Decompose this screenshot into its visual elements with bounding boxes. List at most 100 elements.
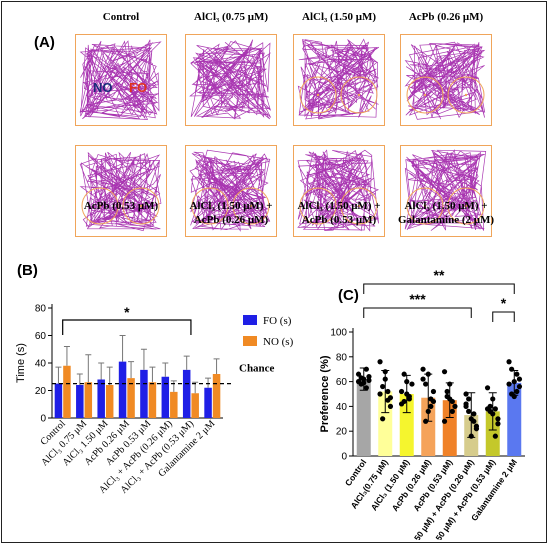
data-point (387, 403, 394, 409)
data-point (473, 423, 480, 429)
y-tick-label: 80 (35, 304, 47, 315)
data-point (487, 408, 493, 414)
data-point (463, 391, 469, 397)
data-point (380, 383, 386, 390)
data-point (495, 421, 501, 427)
error-bar (205, 377, 212, 388)
data-point (514, 371, 520, 377)
data-point (449, 408, 455, 414)
data-point (428, 403, 434, 409)
y-tick-label: 40 (35, 359, 47, 370)
bar-fo-3 (97, 379, 105, 418)
bar-no-4 (127, 378, 135, 418)
familiar-zone-circle (299, 76, 337, 114)
data-point (404, 391, 410, 397)
data-point (409, 381, 415, 387)
error-bar (98, 362, 105, 380)
data-point (511, 393, 517, 400)
object-marker (316, 93, 320, 97)
data-point (492, 433, 498, 439)
tracking-title-5-line-1: AcPb (0.53 μM) (83, 200, 159, 212)
preference-bar-5 (442, 400, 457, 456)
familiar-zone-circle (406, 187, 444, 225)
bar-no-8 (212, 374, 221, 418)
data-point (401, 371, 407, 377)
familiar-zone-circle (191, 187, 229, 225)
data-point (441, 369, 448, 375)
y-tick-label: 40 (336, 402, 348, 413)
error-bar (85, 354, 92, 383)
data-point (358, 375, 364, 381)
familiar-object-label: FO (129, 80, 148, 95)
data-point (509, 366, 515, 372)
data-point (366, 374, 372, 380)
y-tick-label: 80 (336, 352, 348, 363)
tracking-title-1-line-1: Control (102, 11, 140, 23)
bar-no-3 (105, 385, 114, 418)
bar-fo-4 (118, 361, 127, 418)
tracking-path-6 (189, 149, 271, 232)
tracking-plot-8 (400, 145, 492, 237)
data-point (425, 408, 431, 414)
data-point (398, 388, 405, 395)
y-tick-label: 100 (330, 328, 347, 339)
bar-fo-2 (76, 385, 84, 418)
tracking-title-6-line-1: AlCl₃ (1.50 μM) + (189, 200, 273, 212)
y-tick-label: 0 (40, 414, 46, 425)
error-bar (128, 361, 135, 379)
error-bar (106, 366, 113, 385)
error-bar (183, 355, 190, 370)
data-point (449, 398, 455, 405)
data-point (377, 391, 383, 397)
object-marker (423, 93, 427, 97)
novel-zone-circle (340, 187, 378, 225)
tracking-title-3-line-1: AlCl₃ (1.50 μM) (302, 11, 376, 23)
tracking-path-8 (404, 149, 487, 231)
novel-zone-circle (122, 187, 160, 225)
data-point (468, 416, 474, 422)
y-tick-label: 60 (35, 331, 47, 342)
data-point (471, 411, 477, 417)
data-point (452, 403, 458, 409)
data-point (492, 406, 498, 412)
data-point (355, 379, 362, 385)
data-point (468, 433, 474, 439)
data-point (447, 381, 453, 387)
bar-fo-1 (54, 383, 63, 418)
significance-star: *** (409, 291, 426, 307)
error-bar (170, 380, 177, 392)
object-marker (139, 204, 143, 208)
significance-bracket (363, 307, 472, 318)
tracking-plot-6 (185, 145, 277, 237)
object-marker (357, 204, 361, 208)
data-point (495, 416, 501, 422)
tracking-title-7-line-2: AcPb (0.53 μM) (301, 214, 377, 226)
y-tick-label: 20 (35, 386, 47, 397)
data-point (441, 418, 448, 424)
data-point (385, 388, 391, 395)
preference-bar-3 (399, 394, 414, 456)
legend-label-2: NO (s) (263, 336, 294, 348)
data-point (363, 366, 369, 372)
tracking-path-1 (79, 39, 162, 120)
data-point (355, 371, 362, 377)
object-marker (464, 93, 468, 97)
tracking-plot-4 (400, 34, 492, 126)
bar-fo-5 (140, 369, 148, 418)
familiar-zone-circle (81, 187, 119, 225)
data-point (514, 388, 520, 395)
significance-star: * (124, 304, 130, 320)
data-point (420, 366, 426, 372)
data-point (363, 385, 369, 391)
tracking-title-6-line-2: AcPb (0.26 μM) (193, 214, 269, 226)
tracking-path-7 (297, 149, 380, 232)
tracking-path-5 (79, 151, 162, 232)
y-axis-title: Preference (%) (320, 355, 331, 432)
significance-star: * (501, 295, 507, 311)
significance-star: ** (434, 270, 445, 283)
preference-bar-8 (507, 382, 522, 456)
error-bar (149, 366, 156, 383)
